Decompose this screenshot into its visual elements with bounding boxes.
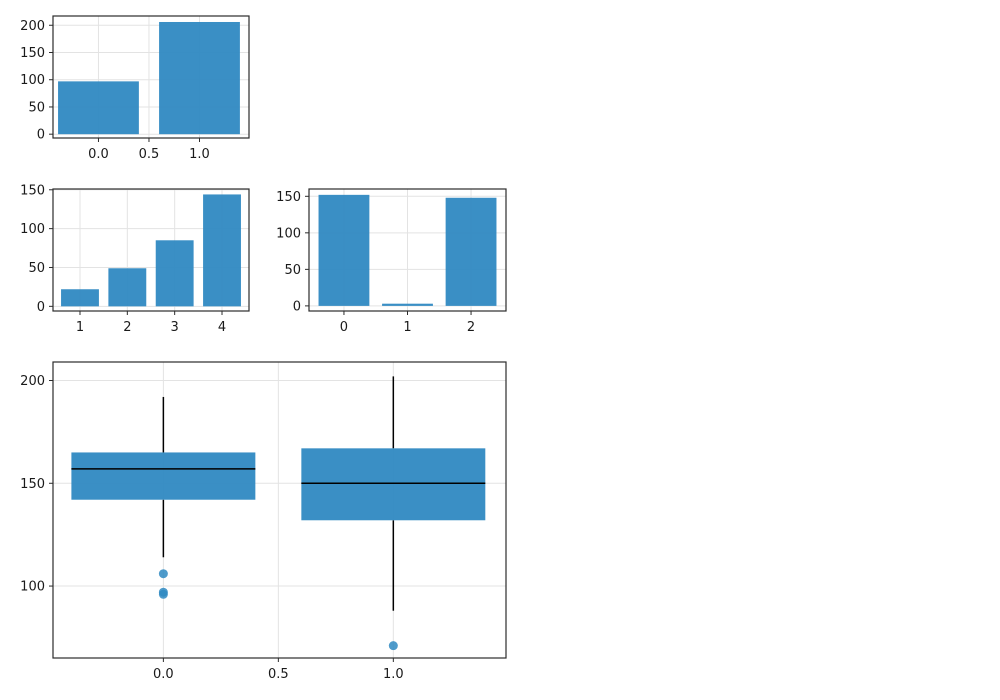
y-tick-label: 100: [20, 73, 45, 88]
y-tick-label: 0: [37, 128, 45, 143]
bar: [108, 268, 147, 307]
x-tick-label: 0.5: [268, 667, 289, 682]
x-tick-label: 0: [340, 320, 348, 335]
axes-frame: [52, 188, 250, 312]
box-plot-bottom: 0.0 0.5 1.0 100 150 200: [20, 361, 507, 682]
bar-chart-top-left: 0.0 0.5 1.0 0 50 100 150 200: [20, 15, 250, 162]
outlier-point: [158, 589, 168, 599]
y-tick-label: 50: [28, 261, 45, 276]
x-tick-label: 0.5: [139, 147, 160, 162]
y-tick-label: 50: [284, 263, 301, 278]
x-tick-label: 2: [123, 320, 131, 335]
y-tick-label: 150: [20, 477, 45, 492]
x-tick-label: 0.0: [153, 667, 174, 682]
bar: [382, 303, 433, 306]
bar-chart-middle-right: 0 1 2 0 50 100 150: [276, 188, 507, 335]
y-tick-label: 150: [276, 190, 301, 205]
axes-frame: [52, 15, 250, 139]
box: [71, 452, 256, 500]
y-tick-label: 50: [28, 100, 45, 115]
x-tick-label: 1.0: [189, 147, 210, 162]
x-tick-label: 1: [403, 320, 411, 335]
bar: [203, 194, 241, 307]
x-tick-label: 3: [171, 320, 179, 335]
bar: [58, 81, 139, 135]
y-tick-label: 0: [37, 300, 45, 315]
bar: [61, 289, 99, 307]
y-tick-label: 200: [20, 19, 45, 34]
bar-chart-middle-left: 1 2 3 4 0 50 100 150: [20, 183, 250, 335]
bar: [445, 197, 497, 306]
x-tick-label: 0.0: [88, 147, 109, 162]
x-tick-label: 4: [218, 320, 226, 335]
outlier-point: [388, 641, 398, 651]
y-tick-label: 200: [20, 374, 45, 389]
axes-frame: [52, 361, 507, 659]
y-tick-label: 150: [20, 183, 45, 198]
box: [301, 448, 486, 521]
x-tick-label: 1.0: [383, 667, 404, 682]
y-tick-label: 150: [20, 46, 45, 61]
bar: [159, 21, 240, 135]
x-tick-label: 1: [76, 320, 84, 335]
bar: [155, 240, 194, 307]
bar: [318, 194, 370, 306]
y-tick-label: 100: [276, 226, 301, 241]
y-tick-label: 100: [20, 580, 45, 595]
y-tick-label: 0: [293, 299, 301, 314]
y-tick-label: 100: [20, 222, 45, 237]
x-tick-label: 2: [467, 320, 475, 335]
outlier-point: [158, 569, 168, 579]
